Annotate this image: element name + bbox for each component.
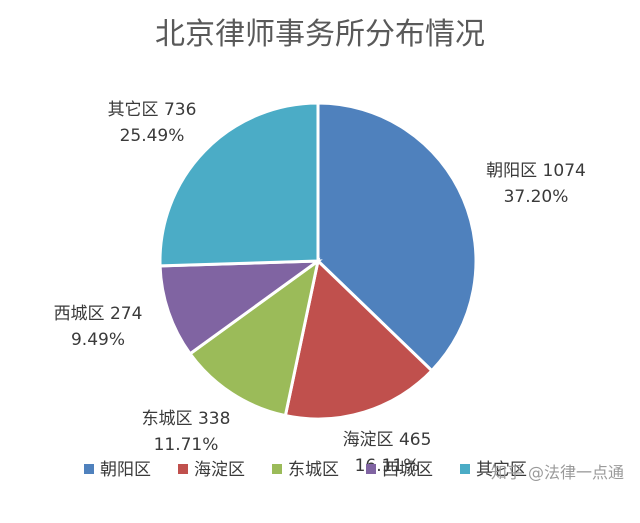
slice-label-percent: 25.49% (120, 126, 185, 146)
slice-label-name-value: 东城区 338 (142, 409, 231, 429)
slice-label-name-value: 朝阳区 1074 (486, 161, 586, 181)
slice-label-name-value: 西城区 274 (54, 304, 143, 324)
legend: 朝阳区 海淀区 东城区 西城区 其它区 (84, 460, 527, 480)
pie-slice-5 (158, 101, 320, 268)
slice-label-percent: 37.20% (504, 187, 569, 207)
pie-slice-3 (187, 257, 321, 418)
legend-label: 朝阳区 (100, 460, 151, 480)
slice-label-percent: 9.49% (71, 330, 125, 350)
chart-title: 北京律师事务所分布情况 (155, 17, 485, 52)
pie-slice-1 (316, 101, 478, 373)
legend-swatch (178, 464, 188, 474)
legend-swatch (460, 464, 470, 474)
legend-label: 海淀区 (194, 460, 245, 480)
pie-slice-2 (283, 258, 434, 421)
legend-swatch (366, 464, 376, 474)
slice-label-percent: 11.71% (154, 435, 219, 455)
legend-label: 西城区 (382, 460, 433, 480)
slice-label-name-value: 海淀区 465 (343, 430, 432, 450)
pie-slices (158, 101, 478, 421)
legend-swatch (84, 464, 94, 474)
legend-label: 其它区 (476, 460, 527, 480)
pie-slice-4 (158, 259, 323, 356)
legend-label: 东城区 (288, 460, 339, 480)
slice-label-name-value: 其它区 736 (108, 100, 197, 120)
watermark: 知乎 @法律一点通 (491, 463, 624, 482)
legend-swatch (272, 464, 282, 474)
